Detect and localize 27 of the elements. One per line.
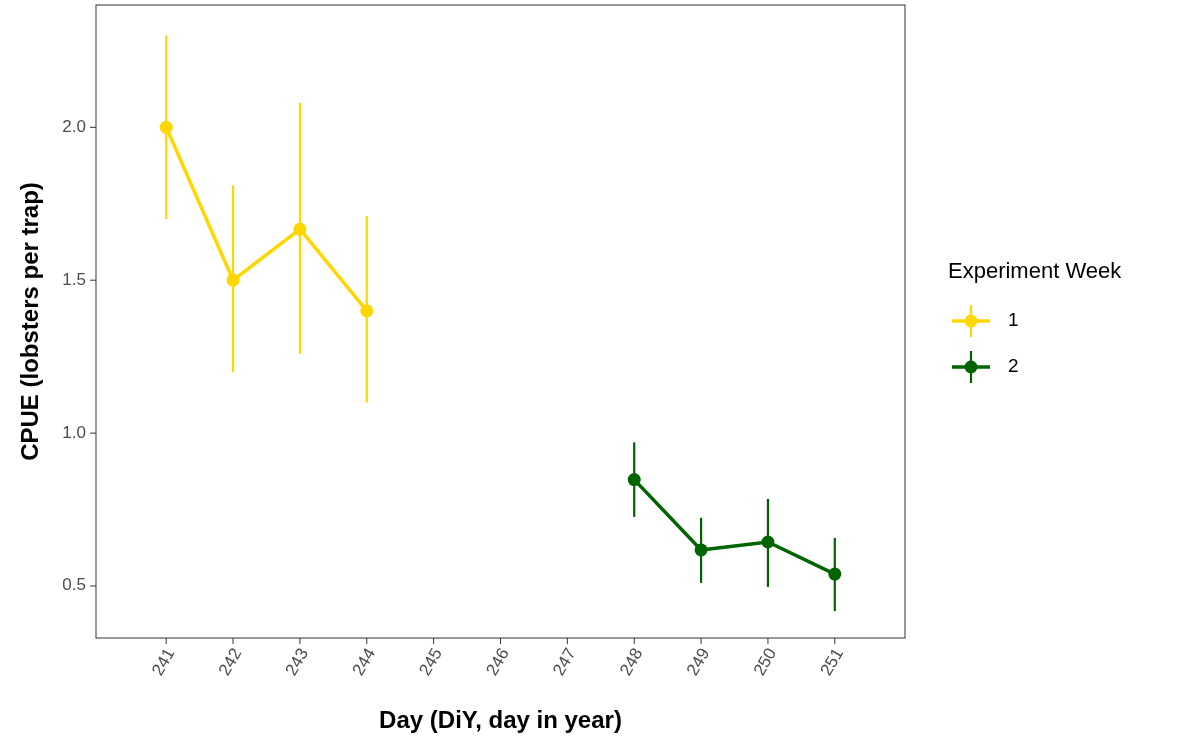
x-axis-title: Day (DiY, day in year) <box>379 706 622 733</box>
point <box>828 567 842 581</box>
x-tick-label: 242 <box>214 644 246 679</box>
y-tick-label: 1.5 <box>62 269 86 289</box>
y-tick-label: 1.0 <box>62 422 86 442</box>
point <box>761 535 775 549</box>
x-tick-label: 246 <box>482 644 513 679</box>
point <box>694 543 708 557</box>
legend-label: 2 <box>1008 355 1019 377</box>
x-tick-label: 251 <box>816 644 848 679</box>
y-axis-title: CPUE (lobsters per trap) <box>16 182 43 461</box>
legend-label: 1 <box>1008 309 1019 331</box>
y-tick-label: 2.0 <box>62 116 86 136</box>
point <box>159 120 173 134</box>
y-tick-label: 0.5 <box>62 575 86 595</box>
x-tick-label: 245 <box>415 644 446 679</box>
point <box>226 273 240 287</box>
x-tick-label: 243 <box>281 644 313 679</box>
x-tick-label: 241 <box>147 644 179 679</box>
x-tick-label: 249 <box>682 644 714 679</box>
x-tick-label: 248 <box>615 644 647 679</box>
point <box>627 473 641 487</box>
x-tick-label: 250 <box>749 644 781 679</box>
point <box>360 304 374 318</box>
legend-title: Experiment Week <box>948 258 1123 283</box>
x-tick-label: 244 <box>348 644 380 679</box>
point <box>293 222 307 236</box>
